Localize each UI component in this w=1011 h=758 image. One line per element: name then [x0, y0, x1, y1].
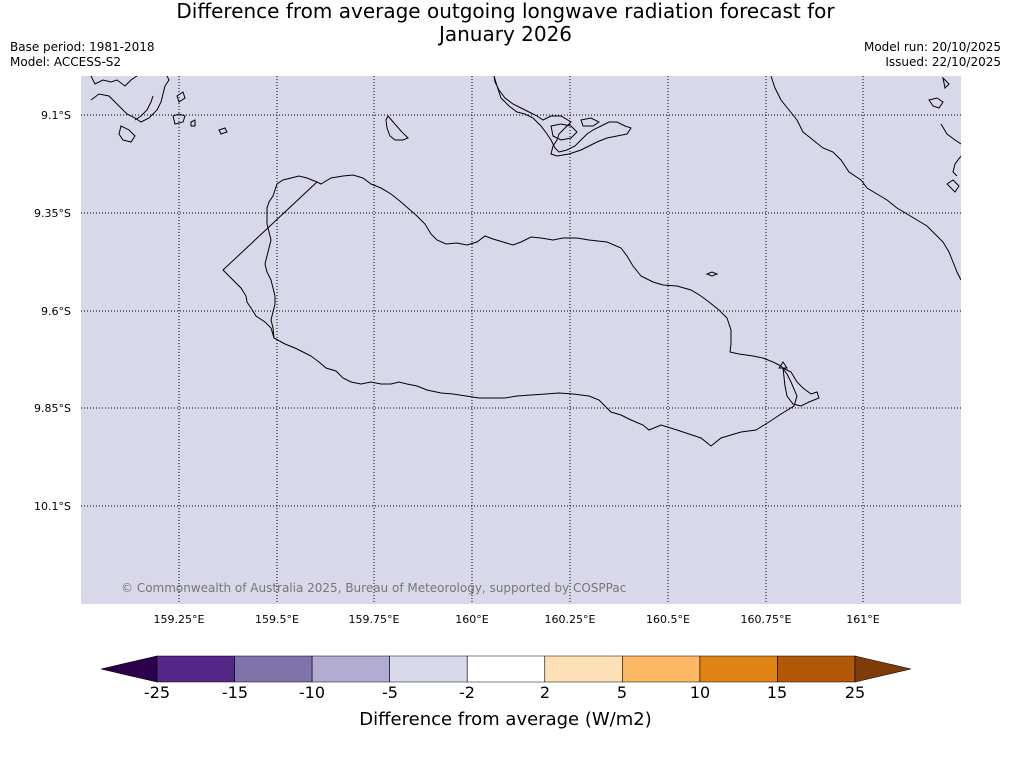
lon-label: 160.5°E	[646, 613, 690, 626]
coastlines	[90, 76, 961, 447]
title-line-2: January 2026	[438, 22, 573, 46]
colorbar-bin	[777, 655, 856, 683]
meta-left: Base period: 1981-2018 Model: ACCESS-S2	[10, 40, 155, 70]
coast-ngella-isles	[550, 117, 600, 141]
lat-label: 9.1°S	[41, 109, 71, 122]
lat-label: 10.1°S	[34, 500, 71, 513]
colorbar-tick: 5	[616, 683, 628, 702]
base-period: Base period: 1981-2018	[10, 40, 155, 54]
colorbar-bin	[699, 655, 778, 683]
colorbar-bin	[544, 655, 623, 683]
colorbar-tick: -15	[221, 683, 249, 702]
lon-label: 160.25°E	[544, 613, 596, 626]
gridlines	[81, 76, 961, 604]
map-canvas	[81, 76, 961, 604]
coast-marau-islet-north	[778, 361, 788, 369]
meta-right: Model run: 20/10/2025 Issued: 22/10/2025	[864, 40, 1001, 70]
colorbar-bin	[311, 655, 390, 683]
copyright-notice: © Commonwealth of Australia 2025, Bureau…	[121, 581, 627, 595]
colorbar-tick: 2	[539, 683, 551, 702]
colorbar-bin	[466, 655, 546, 683]
colorbar-label: Difference from average (W/m2)	[359, 709, 652, 730]
colorbar-bin	[389, 655, 468, 683]
colorbar-tick: -25	[143, 683, 171, 702]
model-run: Model run: 20/10/2025	[863, 40, 1001, 54]
colorbar-tick: -2	[459, 683, 475, 702]
colorbar-bin	[156, 655, 235, 683]
colorbar-tick: 10	[689, 683, 711, 702]
colorbar-extend-low	[100, 655, 158, 683]
coast-marau-islets	[782, 367, 820, 407]
coast-islet-east	[705, 271, 719, 277]
map-panel: © Commonwealth of Australia 2025, Bureau…	[81, 76, 961, 604]
lon-label: 160°E	[455, 613, 489, 626]
colorbar	[100, 655, 912, 683]
colorbar-bin	[234, 655, 313, 683]
lon-label: 160.75°E	[740, 613, 792, 626]
coast-florida-islands	[493, 76, 632, 157]
lon-label: 161°E	[846, 613, 880, 626]
colorbar-extend-high	[854, 655, 912, 683]
colorbar-tick: -10	[298, 683, 326, 702]
lat-label: 9.85°S	[34, 402, 71, 415]
issued-date: Issued: 22/10/2025	[885, 55, 1001, 69]
lon-label: 159.5°E	[255, 613, 299, 626]
coast-guadalcanal-west	[264, 175, 318, 339]
coast-guadalcanal	[222, 174, 798, 447]
coast-savo	[385, 115, 409, 141]
lon-label: 159.25°E	[153, 613, 205, 626]
coast-malaita	[770, 76, 961, 281]
coast-russell-islands	[90, 76, 228, 143]
colorbar-tick: -5	[382, 683, 398, 702]
colorbar-bin	[622, 655, 701, 683]
model-name: Model: ACCESS-S2	[10, 55, 122, 69]
chart-title: Difference from average outgoing longwav…	[0, 0, 1011, 46]
lat-label: 9.35°S	[34, 207, 71, 220]
colorbar-tick: 15	[766, 683, 788, 702]
lat-label: 9.6°S	[41, 305, 71, 318]
title-line-1: Difference from average outgoing longwav…	[176, 0, 835, 23]
colorbar-tick: 25	[844, 683, 866, 702]
lon-label: 159.75°E	[348, 613, 400, 626]
